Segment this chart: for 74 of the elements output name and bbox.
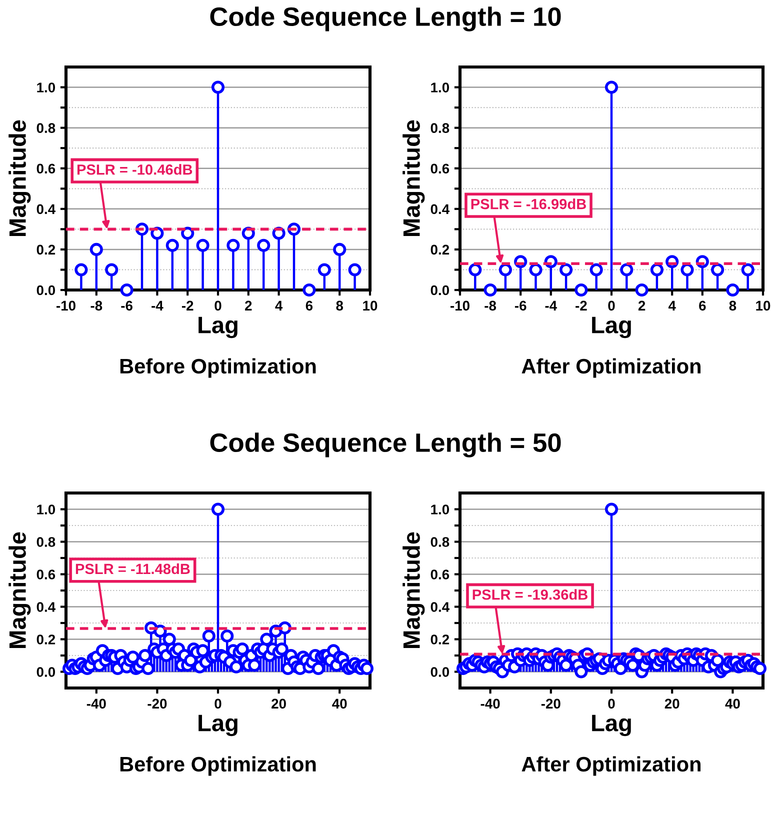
x-tick-label: -20 bbox=[148, 698, 167, 709]
y-tick-label: 0.2 bbox=[36, 634, 56, 644]
x-tick-label: 10 bbox=[756, 300, 770, 311]
text: Before Optimization bbox=[120, 756, 316, 776]
x-tick-label: 0 bbox=[214, 698, 222, 709]
text: After Optimization bbox=[522, 358, 700, 378]
text: Before Optimization bbox=[120, 358, 316, 378]
y-tick-label: 0.2 bbox=[430, 634, 450, 644]
x-tick-label: -8 bbox=[484, 300, 496, 311]
y-tick-label: 0.2 bbox=[430, 244, 450, 255]
y-tick-label: 1.0 bbox=[431, 82, 450, 92]
y-axis-title: Magnitude bbox=[8, 532, 31, 648]
y-tick-label: 0.4 bbox=[430, 602, 450, 612]
y-tick-label: 0.8 bbox=[430, 537, 450, 547]
x-axis-title: Lag bbox=[198, 714, 238, 736]
x-tick-label: 8 bbox=[336, 300, 344, 311]
x-tick-label: 20 bbox=[272, 698, 286, 709]
annotation: PSLR = -10.46dB bbox=[77, 164, 192, 175]
x-axis-title: Lag bbox=[592, 714, 631, 736]
y-tick-label: 0.6 bbox=[430, 164, 450, 174]
x-tick-label: 40 bbox=[725, 698, 740, 709]
text: After Optimization bbox=[522, 756, 700, 776]
y-tick-label: 0.4 bbox=[36, 602, 56, 612]
y-tick-label: 0.8 bbox=[36, 123, 56, 133]
x-tick-label: -6 bbox=[514, 300, 526, 311]
x-tick-label: 0 bbox=[214, 300, 222, 311]
y-tick-label: 0.8 bbox=[36, 537, 56, 547]
y-tick-label: 1.0 bbox=[37, 82, 56, 92]
chart-title: Code Sequence Length = 10 bbox=[210, 6, 561, 32]
x-tick-label: 6 bbox=[699, 300, 706, 311]
chart-title: Code Sequence Length = 50 bbox=[210, 432, 561, 458]
y-tick-label: 0.0 bbox=[430, 285, 450, 296]
y-tick-label: 0.6 bbox=[36, 570, 56, 580]
y-tick-label: 0.4 bbox=[36, 204, 56, 214]
x-tick-label: 4 bbox=[668, 300, 676, 310]
x-tick-label: 2 bbox=[638, 300, 646, 310]
x-tick-label: -8 bbox=[90, 300, 102, 311]
x-tick-label: -10 bbox=[450, 300, 470, 311]
y-tick-label: 0.6 bbox=[36, 164, 56, 174]
x-tick-label: -40 bbox=[86, 698, 106, 709]
x-tick-label: -2 bbox=[576, 300, 587, 310]
y-tick-label: 0.0 bbox=[36, 667, 56, 677]
y-tick-label: 0.0 bbox=[430, 667, 450, 677]
x-tick-label: 8 bbox=[729, 300, 736, 311]
x-tick-label: 0 bbox=[608, 698, 615, 709]
x-axis-title: Lag bbox=[198, 316, 238, 338]
x-tick-label: 20 bbox=[664, 698, 680, 709]
y-tick-label: 0.2 bbox=[36, 244, 56, 255]
x-tick-label: -10 bbox=[56, 300, 76, 311]
x-tick-label: 6 bbox=[306, 300, 313, 311]
y-tick-label: 0.8 bbox=[430, 123, 450, 133]
x-tick-label: 2 bbox=[245, 300, 252, 310]
x-tick-label: -20 bbox=[541, 698, 560, 709]
annotation: PSLR = -16.99dB bbox=[471, 198, 586, 210]
x-tick-label: -4 bbox=[545, 300, 557, 310]
y-tick-label: 1.0 bbox=[37, 504, 56, 514]
y-tick-label: 0.6 bbox=[430, 570, 450, 580]
y-tick-label: 0.0 bbox=[36, 285, 56, 296]
y-tick-label: 1.0 bbox=[431, 504, 450, 514]
x-tick-label: -6 bbox=[121, 300, 132, 311]
x-tick-label: -40 bbox=[480, 698, 500, 709]
annotation: PSLR = -19.36dB bbox=[472, 589, 588, 600]
x-tick-label: 40 bbox=[332, 698, 347, 709]
x-tick-label: 10 bbox=[363, 300, 378, 311]
y-axis-title: Magnitude bbox=[402, 120, 425, 236]
y-axis-title: Magnitude bbox=[8, 120, 31, 236]
x-tick-label: 0 bbox=[608, 300, 615, 311]
annotation: PSLR = -11.48dB bbox=[76, 563, 190, 574]
x-tick-label: -2 bbox=[182, 300, 194, 310]
x-tick-label: 4 bbox=[275, 300, 283, 310]
x-axis-title: Lag bbox=[592, 316, 631, 338]
x-tick-label: -4 bbox=[152, 300, 164, 310]
y-axis-title: Magnitude bbox=[402, 532, 425, 648]
y-tick-label: 0.4 bbox=[430, 204, 450, 214]
